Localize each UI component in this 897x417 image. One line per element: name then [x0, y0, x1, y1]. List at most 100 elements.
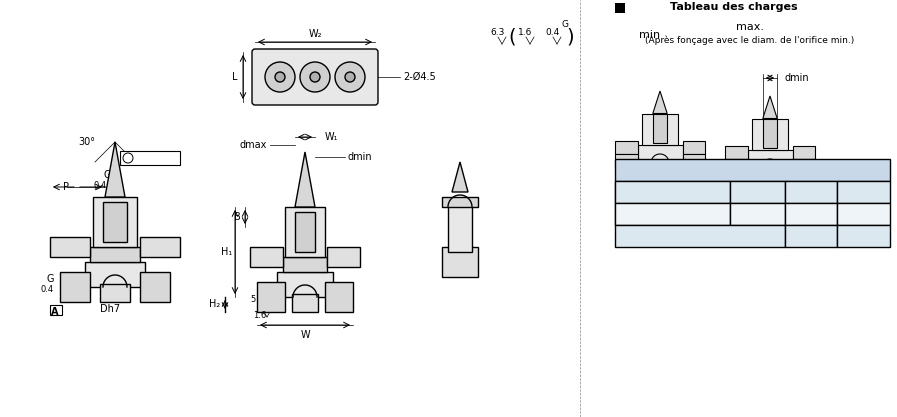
Bar: [93, 197, 137, 247]
Bar: [638, 145, 683, 163]
Polygon shape: [653, 91, 667, 113]
Bar: [683, 141, 705, 154]
Text: 6.3: 6.3: [490, 28, 504, 37]
Bar: [615, 203, 730, 225]
Bar: [785, 225, 837, 247]
Bar: [250, 247, 283, 267]
Text: (: (: [509, 28, 516, 47]
Text: W₂: W₂: [309, 29, 322, 39]
Text: H₂: H₂: [209, 299, 221, 309]
Bar: [85, 262, 145, 287]
Text: 6.3: 6.3: [803, 187, 819, 197]
Bar: [295, 212, 315, 252]
Bar: [747, 150, 793, 168]
Text: 1.4: 1.4: [855, 231, 871, 241]
Bar: [752, 118, 788, 150]
Text: 2-Ø4.5: 2-Ø4.5: [403, 72, 436, 82]
Text: dmin: dmin: [347, 152, 371, 162]
Bar: [793, 159, 815, 173]
Bar: [442, 197, 478, 207]
Bar: [725, 159, 747, 173]
Circle shape: [265, 62, 295, 92]
Text: 0.4: 0.4: [93, 181, 107, 189]
Text: 0.4: 0.4: [545, 28, 559, 37]
Text: Charge (N): Charge (N): [644, 187, 701, 197]
Bar: [837, 203, 890, 225]
Text: G: G: [562, 20, 569, 28]
Text: L: L: [232, 72, 238, 82]
Bar: [140, 272, 170, 302]
Polygon shape: [295, 152, 315, 207]
Circle shape: [345, 72, 355, 82]
Bar: [442, 247, 478, 277]
Text: 1.8: 1.8: [803, 231, 819, 241]
Bar: [785, 203, 837, 225]
Bar: [283, 257, 327, 272]
Bar: [285, 207, 325, 257]
Text: P: P: [63, 182, 69, 192]
Bar: [725, 146, 747, 159]
Bar: [615, 141, 638, 154]
Text: Ø0.03: Ø0.03: [135, 153, 161, 163]
Bar: [785, 181, 837, 203]
Bar: [683, 154, 705, 168]
Text: 0.4: 0.4: [40, 284, 54, 294]
Text: 1.6: 1.6: [253, 311, 266, 319]
Bar: [103, 202, 127, 242]
Text: Constante du ressort (N/mm): Constante du ressort (N/mm): [629, 231, 771, 241]
Bar: [615, 181, 730, 225]
Text: W: W: [300, 330, 309, 340]
Bar: [50, 305, 62, 315]
Circle shape: [310, 72, 320, 82]
Text: (Après fonçage avec le diam. de l'orifice min.): (Après fonçage avec le diam. de l'orific…: [645, 35, 855, 45]
Bar: [327, 247, 360, 267]
Text: ○: ○: [125, 153, 132, 163]
Text: 1.6: 1.6: [518, 28, 533, 37]
Bar: [325, 282, 353, 312]
Text: 30°: 30°: [79, 137, 95, 147]
Bar: [615, 154, 638, 168]
Text: W₁: W₁: [325, 132, 338, 142]
Bar: [615, 3, 625, 13]
Bar: [793, 146, 815, 159]
Text: 20.1: 20.1: [851, 209, 875, 219]
Bar: [90, 247, 140, 262]
Text: 5.8: 5.8: [855, 187, 871, 197]
Text: max.: max.: [736, 22, 764, 32]
Bar: [140, 237, 180, 257]
Text: min: min: [747, 187, 767, 197]
Bar: [837, 225, 890, 247]
Text: 5: 5: [250, 296, 256, 304]
Bar: [615, 225, 785, 247]
Bar: [730, 203, 785, 225]
Text: dmin: dmin: [785, 73, 809, 83]
Text: Charge (N): Charge (N): [644, 198, 701, 208]
Text: max.: max.: [744, 209, 770, 219]
Text: A: A: [51, 307, 58, 317]
Bar: [60, 272, 90, 302]
Text: H₁: H₁: [222, 247, 232, 257]
Bar: [257, 282, 285, 312]
Bar: [653, 114, 667, 143]
Bar: [277, 272, 333, 297]
Bar: [50, 237, 90, 257]
Text: B: B: [233, 212, 240, 222]
Bar: [642, 113, 678, 145]
FancyBboxPatch shape: [252, 49, 378, 105]
Bar: [837, 181, 890, 203]
Circle shape: [335, 62, 365, 92]
Bar: [730, 181, 785, 203]
Circle shape: [275, 72, 285, 82]
Text: A: A: [164, 153, 171, 163]
Bar: [120, 151, 180, 165]
Text: Dh7: Dh7: [100, 304, 120, 314]
Text: min: min: [640, 30, 660, 40]
Text: 19.9: 19.9: [799, 209, 823, 219]
Bar: [448, 202, 472, 252]
Text: G: G: [103, 170, 110, 180]
Bar: [615, 181, 730, 203]
Text: Ressort: Ressort: [675, 165, 723, 175]
Bar: [615, 159, 890, 181]
Bar: [292, 294, 318, 312]
Polygon shape: [762, 96, 777, 118]
